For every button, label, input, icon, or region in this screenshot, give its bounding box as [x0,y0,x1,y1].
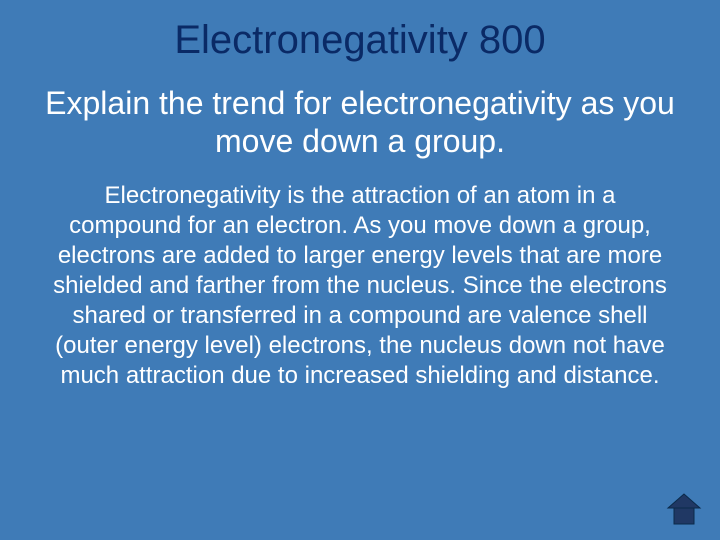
question-text: Explain the trend for electronegativity … [28,85,692,161]
home-button[interactable] [666,492,702,526]
slide-title: Electronegativity 800 [28,18,692,63]
home-icon [666,492,702,526]
slide: Electronegativity 800 Explain the trend … [0,0,720,540]
answer-text: Electronegativity is the attraction of a… [28,181,692,391]
